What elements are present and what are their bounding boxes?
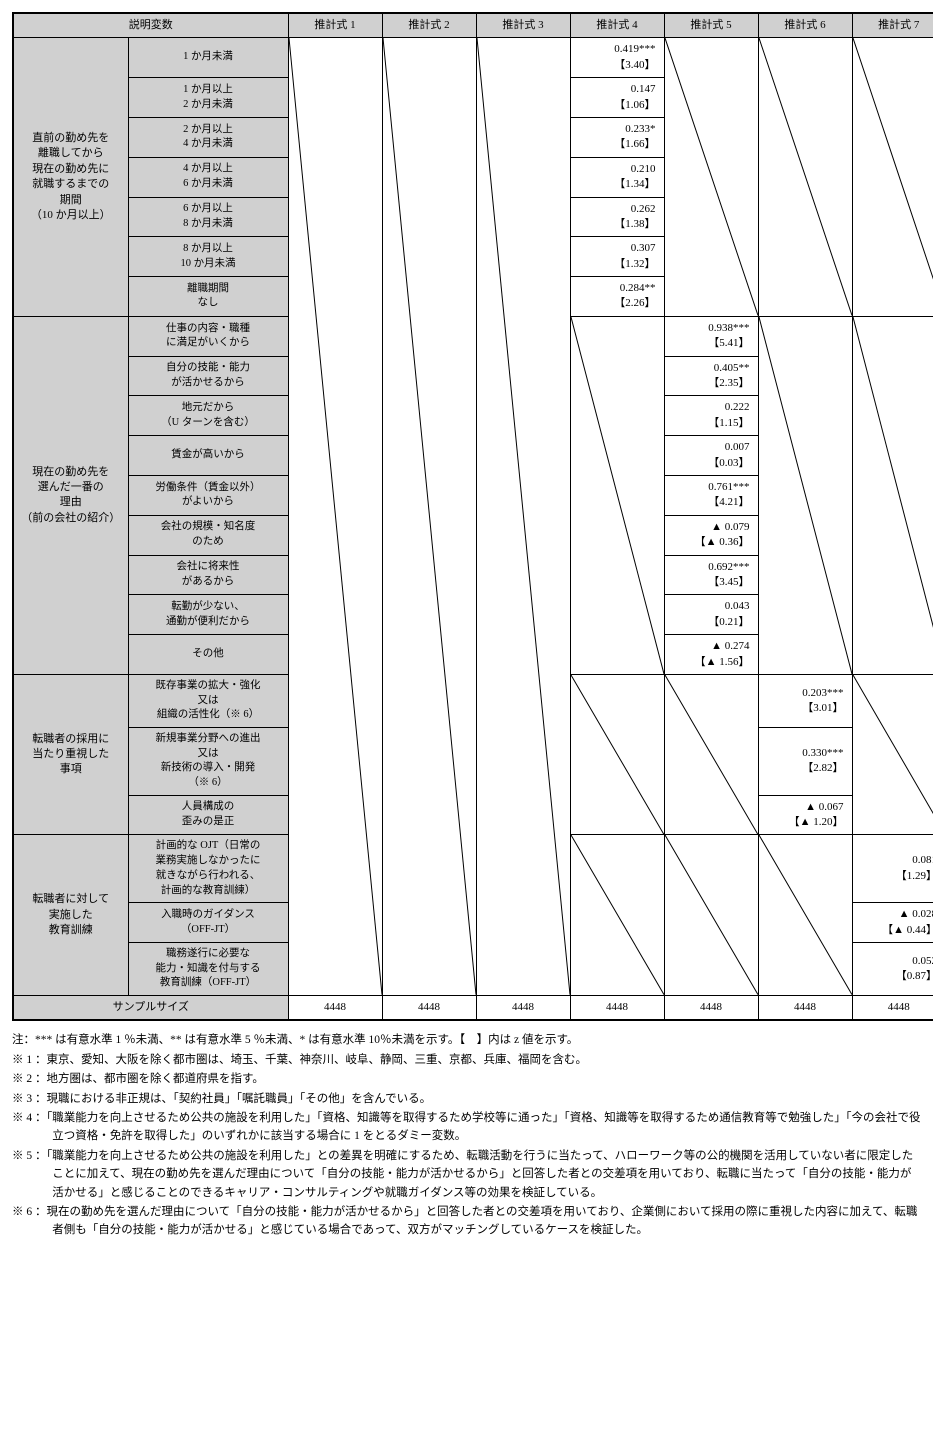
estimate-cell: 0.210【1.34】 (570, 157, 664, 197)
group-label: 転職者に対して実施した教育訓練 (13, 835, 128, 996)
row-sublabel: 8 か月以上10 か月未満 (128, 237, 288, 277)
header-est-3: 推計式 3 (476, 13, 570, 38)
diag-cell (758, 38, 852, 316)
row-sublabel: 自分の技能・能力が活かせるから (128, 356, 288, 396)
diag-cell (570, 674, 664, 835)
group-label: 直前の勤め先を離職してから現在の勤め先に就職するまでの期間（10 か月以上） (13, 38, 128, 316)
estimate-cell: ▲ 0.274【▲ 1.56】 (664, 635, 758, 675)
row-sublabel: 入職時のガイダンス（OFF-JT） (128, 903, 288, 943)
diag-cell (852, 38, 933, 316)
estimate-cell: 0.419***【3.40】 (570, 38, 664, 78)
sample-value: 4448 (382, 996, 476, 1021)
header-est-4: 推計式 4 (570, 13, 664, 38)
table-notes: 注：*** は有意水準 1 ％未満、** は有意水準 5 ％未満、* は有意水準… (12, 1031, 921, 1239)
sample-value: 4448 (476, 996, 570, 1021)
header-est-2: 推計式 2 (382, 13, 476, 38)
row-sublabel: 職務遂行に必要な能力・知識を付与する教育訓練（OFF-JT） (128, 943, 288, 996)
estimate-cell: 0.007【0.03】 (664, 436, 758, 476)
estimate-cell: 0.233*【1.66】 (570, 117, 664, 157)
row-sublabel: 4 か月以上6 か月未満 (128, 157, 288, 197)
estimate-cell: 0.203***【3.01】 (758, 674, 852, 727)
note-line: ※ 3 ：現職における非正規は、「契約社員」「嘱託職員」「その他」を含んでいる。 (12, 1090, 921, 1108)
regression-table: 説明変数 推計式 1 推計式 2 推計式 3 推計式 4 推計式 5 推計式 6… (12, 12, 933, 1021)
estimate-cell: ▲ 0.067【▲ 1.20】 (758, 795, 852, 835)
estimate-cell: 0.405**【2.35】 (664, 356, 758, 396)
group-label: 転職者の採用に当たり重視した事項 (13, 674, 128, 835)
estimate-cell: 0.262【1.38】 (570, 197, 664, 237)
estimate-cell: 0.052【0.87】 (852, 943, 933, 996)
row-sublabel: 会社に将来性があるから (128, 555, 288, 595)
note-line: ※ 4 ：「職業能力を向上させるため公共の施設を利用した」「資格、知識等を取得す… (12, 1109, 921, 1146)
row-sublabel: 仕事の内容・職種に満足がいくから (128, 316, 288, 356)
row-sublabel: 2 か月以上4 か月未満 (128, 117, 288, 157)
header-est-6: 推計式 6 (758, 13, 852, 38)
note-line: ※ 1 ：東京、愛知、大阪を除く都市圏は、埼玉、千葉、神奈川、岐阜、静岡、三重、… (12, 1051, 921, 1069)
row-sublabel: 賃金が高いから (128, 436, 288, 476)
header-explanatory: 説明変数 (13, 13, 288, 38)
group-label: 現在の勤め先を選んだ一番の理由（前の会社の紹介） (13, 316, 128, 674)
diag-cell (664, 674, 758, 835)
note-line: ※ 6 ：現在の勤め先を選んだ理由について「自分の技能・能力が活かせるから」と回… (12, 1203, 921, 1240)
note-line: 注：*** は有意水準 1 ％未満、** は有意水準 5 ％未満、* は有意水準… (12, 1031, 921, 1049)
row-sublabel: 新規事業分野への進出又は新技術の導入・開発（※ 6） (128, 727, 288, 795)
sample-value: 4448 (288, 996, 382, 1021)
diag-cell (570, 316, 664, 674)
diag-cell (852, 674, 933, 835)
header-est-5: 推計式 5 (664, 13, 758, 38)
row-sublabel: 6 か月以上8 か月未満 (128, 197, 288, 237)
row-sublabel: 1 か月未満 (128, 38, 288, 78)
row-sublabel: 転勤が少ない、通勤が便利だから (128, 595, 288, 635)
row-sublabel: その他 (128, 635, 288, 675)
row-sublabel: 計画的な OJT（日常の業務実施しなかったに就きながら行われる、計画的な教育訓練… (128, 835, 288, 903)
note-line: ※ 2 ：地方圏は、都市圏を除く都道府県を指す。 (12, 1070, 921, 1088)
estimate-cell: ▲ 0.079【▲ 0.36】 (664, 515, 758, 555)
estimate-cell: 0.081【1.29】 (852, 835, 933, 903)
row-sublabel: 人員構成の歪みの是正 (128, 795, 288, 835)
estimate-cell: 0.284**【2.26】 (570, 277, 664, 317)
diag-cell (476, 38, 570, 996)
estimate-cell: 0.307【1.32】 (570, 237, 664, 277)
estimate-cell: ▲ 0.028【▲ 0.44】 (852, 903, 933, 943)
diag-cell (288, 38, 382, 996)
estimate-cell: 0.692***【3.45】 (664, 555, 758, 595)
header-est-7: 推計式 7 (852, 13, 933, 38)
estimate-cell: 0.330***【2.82】 (758, 727, 852, 795)
row-sublabel: 離職期間なし (128, 277, 288, 317)
diag-cell (664, 835, 758, 996)
note-line: ※ 5 ：「職業能力を向上させるため公共の施設を利用した」との差異を明確にするた… (12, 1147, 921, 1202)
row-sublabel: 地元だから（U ターンを含む） (128, 396, 288, 436)
sample-value: 4448 (664, 996, 758, 1021)
sample-value: 4448 (852, 996, 933, 1021)
sample-label: サンプルサイズ (13, 996, 288, 1021)
diag-cell (852, 316, 933, 674)
estimate-cell: 0.222【1.15】 (664, 396, 758, 436)
sample-value: 4448 (570, 996, 664, 1021)
estimate-cell: 0.147【1.06】 (570, 78, 664, 118)
sample-value: 4448 (758, 996, 852, 1021)
header-est-1: 推計式 1 (288, 13, 382, 38)
diag-cell (570, 835, 664, 996)
diag-cell (664, 38, 758, 316)
estimate-cell: 0.938***【5.41】 (664, 316, 758, 356)
row-sublabel: 労働条件（賃金以外）がよいから (128, 475, 288, 515)
diag-cell (758, 316, 852, 674)
estimate-cell: 0.043【0.21】 (664, 595, 758, 635)
estimate-cell: 0.761***【4.21】 (664, 475, 758, 515)
diag-cell (382, 38, 476, 996)
row-sublabel: 既存事業の拡大・強化又は組織の活性化（※ 6） (128, 674, 288, 727)
row-sublabel: 1 か月以上2 か月未満 (128, 78, 288, 118)
row-sublabel: 会社の規模・知名度のため (128, 515, 288, 555)
diag-cell (758, 835, 852, 996)
